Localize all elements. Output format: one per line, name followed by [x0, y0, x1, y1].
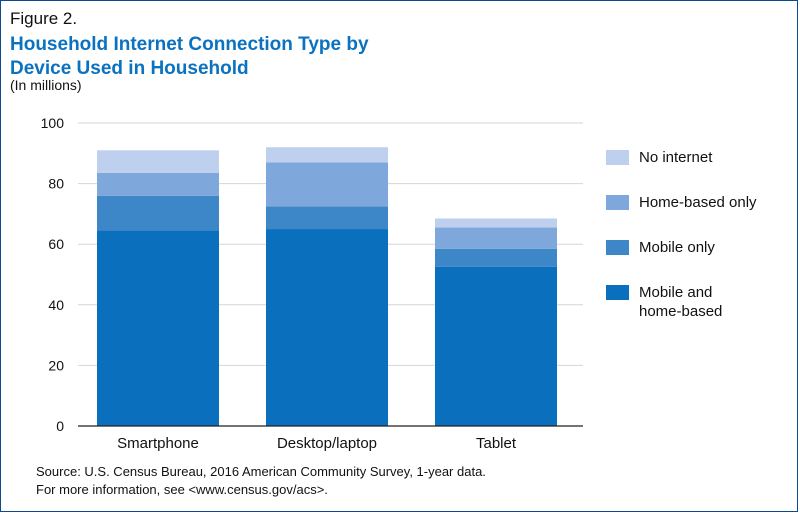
legend-swatch-mobile-and-home-based [606, 285, 629, 300]
source-note: Source: U.S. Census Bureau, 2016 America… [36, 463, 486, 499]
bar-tablet-home-based-only [435, 227, 557, 249]
y-tick-label-20: 20 [48, 357, 64, 373]
y-tick-label-0: 0 [56, 418, 64, 434]
chart-subtitle: (In millions) [10, 77, 82, 93]
chart-title-line-1: Household Internet Connection Type by [10, 34, 369, 55]
y-tick-label-80: 80 [48, 176, 64, 192]
bar-desktop-laptop-no-internet [266, 147, 388, 163]
bar-smartphone-no-internet [97, 150, 219, 173]
legend-swatch-no-internet [606, 150, 629, 165]
legend-label-home-based-only-0: Home-based only [639, 194, 757, 211]
legend-label-mobile-and-home-based-1: home-based [639, 303, 722, 320]
x-category-label-0: Smartphone [117, 435, 199, 452]
bar-desktop-laptop-home-based-only [266, 162, 388, 207]
y-tick-label-100: 100 [41, 115, 65, 131]
x-category-label-1: Desktop/laptop [277, 435, 377, 452]
legend-swatch-home-based-only [606, 195, 629, 210]
source-line-2: For more information, see <www.census.go… [36, 482, 328, 497]
source-line-1: Source: U.S. Census Bureau, 2016 America… [36, 464, 486, 479]
bar-smartphone-home-based-only [97, 172, 219, 196]
legend-label-no-internet-0: No internet [639, 149, 713, 166]
chart-title: Household Internet Connection Type by De… [10, 33, 450, 81]
bar-tablet-mobile-only [435, 248, 557, 267]
figure-label: Figure 2. [10, 9, 78, 28]
chart-title-line-2: Device Used in Household [10, 58, 249, 79]
bar-tablet-no-internet [435, 218, 557, 228]
bar-desktop-laptop-mobile-only [266, 206, 388, 230]
y-tick-label-60: 60 [48, 236, 64, 252]
bar-tablet-mobile-and-home-based [435, 266, 557, 426]
bar-smartphone-mobile-and-home-based [97, 230, 219, 426]
bar-smartphone-mobile-only [97, 195, 219, 231]
bar-desktop-laptop-mobile-and-home-based [266, 229, 388, 426]
legend-label-mobile-and-home-based-0: Mobile and [639, 284, 712, 301]
y-tick-label-40: 40 [48, 297, 64, 313]
legend-swatch-mobile-only [606, 240, 629, 255]
x-category-label-2: Tablet [476, 435, 517, 452]
legend-label-mobile-only-0: Mobile only [639, 239, 715, 256]
